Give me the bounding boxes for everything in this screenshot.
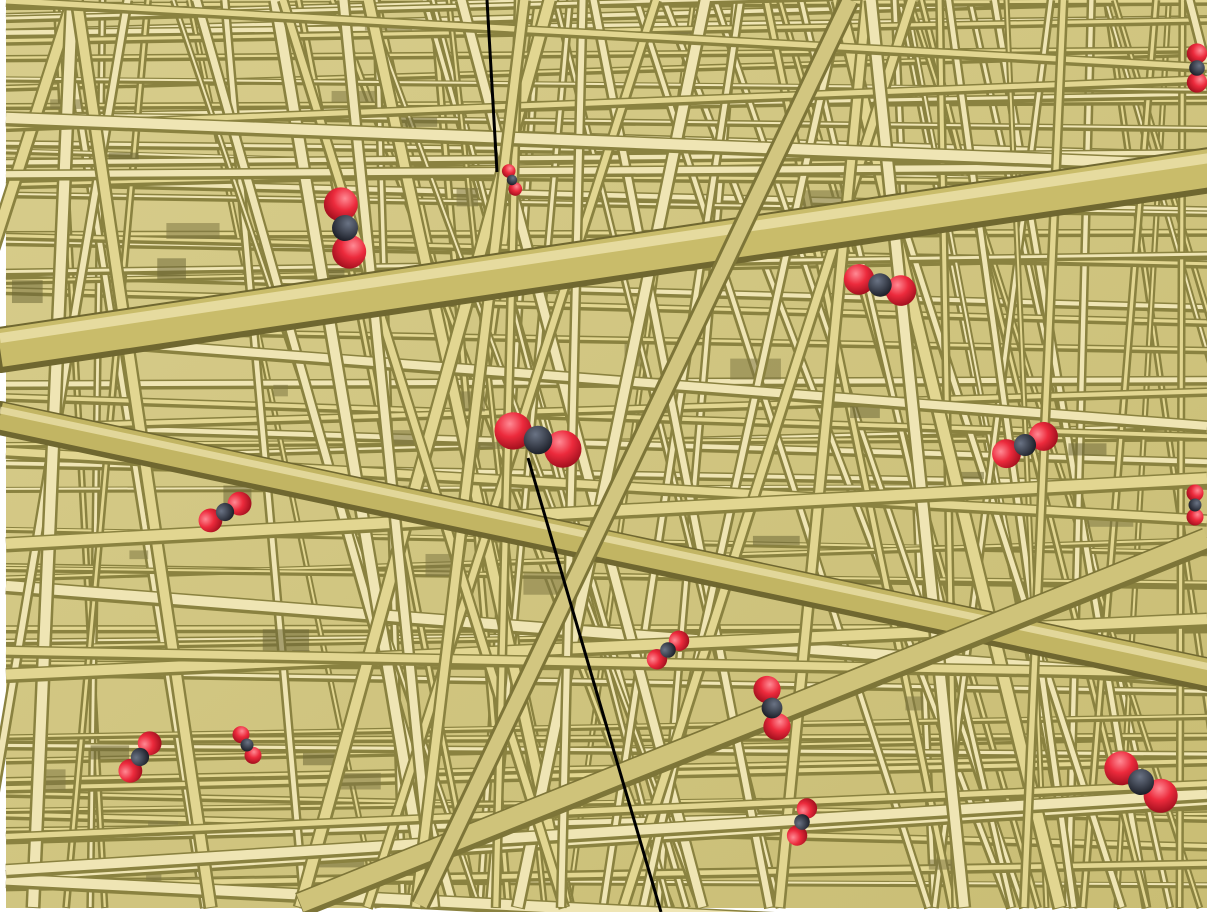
mesh-void — [905, 696, 924, 711]
middle-fiber-highlight — [5, 646, 1207, 678]
carbon-atom — [130, 747, 150, 767]
large-fiber-top-body — [0, 149, 1207, 367]
middle-fiber-highlight — [5, 76, 1207, 129]
mesh-void — [752, 535, 800, 546]
carbon-atom — [660, 642, 676, 658]
oxygen-atom — [1029, 421, 1058, 451]
middle-fiber-highlight — [270, 0, 434, 908]
middle-fiber-highlight — [279, 0, 568, 908]
carbon-atom — [506, 174, 518, 186]
oxygen-atom — [885, 275, 917, 306]
middle-fiber-highlight — [339, 0, 438, 908]
middle-fiber-highlight — [5, 329, 1207, 431]
middle-fiber-highlight — [5, 112, 1207, 171]
co2-molecule — [501, 164, 523, 196]
mesh-void — [90, 745, 130, 760]
co2-molecule — [1186, 484, 1204, 526]
mesh-void — [273, 384, 288, 397]
mesh-void — [523, 573, 567, 595]
carbon-atom — [1188, 498, 1202, 512]
oxygen-atom — [508, 182, 523, 196]
background-fiber-highlight — [5, 567, 1207, 584]
oxygen-atom — [332, 234, 367, 269]
mesh-void — [166, 223, 220, 239]
pointer-line-bottom — [526, 457, 663, 912]
mesh-void — [43, 769, 66, 791]
mesh-void — [108, 152, 139, 160]
mesh-void — [262, 629, 310, 652]
mesh-void — [157, 258, 186, 280]
carbon-atom — [240, 738, 254, 752]
co2-molecule — [1186, 43, 1207, 93]
co2-molecule — [1104, 751, 1178, 813]
oxygen-atom — [1186, 508, 1204, 526]
mesh-void — [730, 358, 781, 380]
co2-molecule — [118, 731, 162, 783]
fiber-near-vertical-body — [413, 0, 857, 909]
oxygen-atom — [1186, 72, 1207, 93]
mesh-void — [340, 772, 381, 790]
co2-molecule — [232, 726, 262, 764]
mesh-void — [1068, 443, 1107, 456]
oxygen-atom — [544, 430, 582, 468]
large-fiber-top-highlight — [0, 153, 1207, 343]
background-fiber-highlight — [5, 743, 1207, 756]
carbon-atom — [215, 502, 235, 522]
carbon-atom — [868, 273, 892, 297]
middle-fiber-highlight — [412, 0, 529, 908]
middle-fiber-highlight — [1021, 0, 1067, 908]
carbon-atom — [794, 814, 810, 830]
oxygen-atom — [753, 675, 781, 704]
carbon-atom — [1013, 433, 1037, 457]
co2-molecule — [646, 630, 690, 670]
mesh-void — [302, 753, 339, 766]
mesh-void — [129, 550, 149, 560]
pointer-line-top — [485, 0, 499, 173]
oxygen-atom — [1186, 484, 1204, 502]
oxygen-atom — [494, 412, 532, 450]
co2-molecule — [494, 412, 582, 468]
co2-molecule — [198, 491, 252, 533]
middle-fiber-highlight — [27, 0, 78, 908]
co2-molecule — [753, 675, 791, 741]
carbon-atom — [761, 697, 783, 719]
mesh-void — [928, 859, 963, 870]
oxygen-atom — [992, 439, 1021, 469]
co2-molecule — [843, 264, 917, 306]
oxygen-atom — [763, 712, 791, 741]
mesh-void — [398, 117, 438, 127]
co2-molecules — [118, 43, 1207, 846]
middle-fiber-highlight — [5, 789, 1207, 875]
oxygen-atom — [501, 164, 516, 178]
carbon-atom — [1189, 60, 1205, 76]
middle-fiber-highlight — [0, 0, 78, 242]
carbon-atom — [332, 215, 358, 241]
oxygen-atom — [323, 187, 358, 222]
annotation-lines — [485, 0, 663, 912]
oxygen-atom — [1186, 43, 1207, 64]
co2-molecule — [323, 187, 367, 269]
mesh-void — [11, 280, 43, 304]
oxygen-atom — [786, 825, 808, 846]
mesh-void — [456, 187, 479, 207]
co2-molecule — [786, 798, 818, 846]
oxygen-atom — [796, 798, 818, 819]
mesh-void — [953, 471, 984, 480]
carbon-atom — [1128, 769, 1154, 795]
carbon-atom — [523, 425, 553, 455]
middle-fiber-highlight — [5, 780, 1207, 840]
middle-fiber-highlight — [5, 0, 1207, 70]
mesh-void — [475, 441, 524, 449]
co2-molecule — [992, 421, 1058, 469]
oxygen-atom — [843, 264, 875, 295]
